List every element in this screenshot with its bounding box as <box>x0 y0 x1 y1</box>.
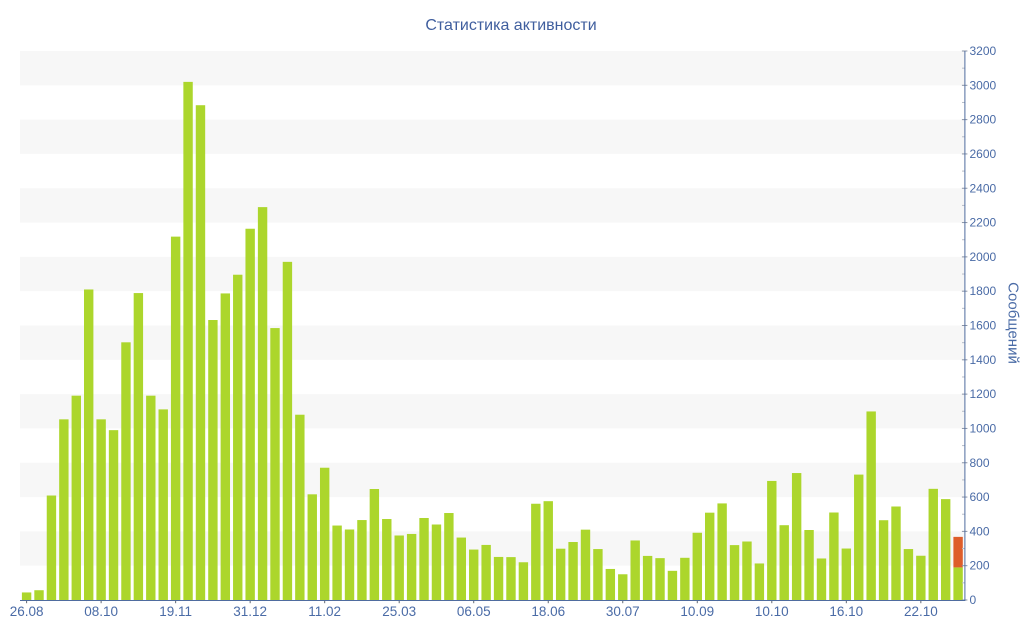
svg-text:10.10: 10.10 <box>755 604 789 619</box>
svg-text:1200: 1200 <box>970 387 997 401</box>
svg-text:Сообщений: Сообщений <box>1005 282 1022 364</box>
svg-text:1800: 1800 <box>970 284 997 298</box>
svg-text:1400: 1400 <box>970 353 997 367</box>
svg-text:2400: 2400 <box>970 181 997 195</box>
svg-text:22.10: 22.10 <box>904 604 938 619</box>
svg-text:18.06: 18.06 <box>531 604 565 619</box>
svg-text:31.12: 31.12 <box>233 604 267 619</box>
svg-text:400: 400 <box>970 524 990 538</box>
svg-text:3200: 3200 <box>970 44 997 58</box>
svg-text:0: 0 <box>970 593 977 607</box>
svg-text:2200: 2200 <box>970 216 997 230</box>
svg-text:3000: 3000 <box>970 78 997 92</box>
svg-text:200: 200 <box>970 559 990 573</box>
svg-text:26.08: 26.08 <box>10 604 44 619</box>
svg-text:19.11: 19.11 <box>159 604 192 619</box>
svg-text:06.05: 06.05 <box>457 604 491 619</box>
svg-text:08.10: 08.10 <box>84 604 118 619</box>
svg-text:1000: 1000 <box>970 421 997 435</box>
svg-text:800: 800 <box>970 456 990 470</box>
svg-text:2000: 2000 <box>970 250 997 264</box>
svg-text:2600: 2600 <box>970 147 997 161</box>
svg-text:11.02: 11.02 <box>308 604 341 619</box>
svg-text:600: 600 <box>970 490 990 504</box>
svg-text:2800: 2800 <box>970 113 997 127</box>
svg-text:1600: 1600 <box>970 319 997 333</box>
svg-text:30.07: 30.07 <box>606 604 640 619</box>
svg-text:Статистика активности: Статистика активности <box>425 17 596 34</box>
svg-text:16.10: 16.10 <box>829 604 863 619</box>
svg-text:25.03: 25.03 <box>382 604 416 619</box>
svg-text:10.09: 10.09 <box>680 604 714 619</box>
